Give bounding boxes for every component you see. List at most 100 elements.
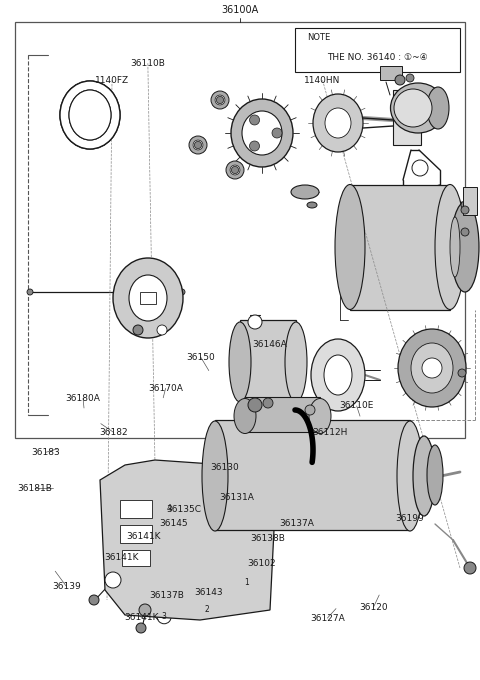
Ellipse shape [215, 95, 225, 105]
Circle shape [162, 502, 177, 515]
Text: 36137B: 36137B [150, 591, 184, 600]
Ellipse shape [398, 329, 466, 407]
Ellipse shape [234, 398, 256, 434]
Circle shape [231, 167, 239, 173]
Circle shape [422, 358, 442, 378]
Text: THE NO. 36140 : ①~④: THE NO. 36140 : ①~④ [327, 54, 428, 63]
Text: 36146A: 36146A [252, 340, 287, 350]
Text: 36102: 36102 [248, 558, 276, 568]
Ellipse shape [291, 185, 319, 199]
Bar [122, 550, 150, 566]
Text: 36127A: 36127A [310, 613, 345, 623]
Text: 1140HN: 1140HN [304, 75, 341, 85]
Text: 36199: 36199 [395, 514, 424, 524]
Ellipse shape [313, 94, 363, 152]
Circle shape [179, 289, 185, 295]
Text: 36130: 36130 [211, 462, 240, 472]
Ellipse shape [435, 184, 465, 309]
Ellipse shape [391, 83, 445, 133]
Ellipse shape [394, 89, 432, 127]
Text: 1140FZ: 1140FZ [95, 75, 129, 85]
Text: 36137A: 36137A [279, 519, 314, 528]
Bar [120, 500, 152, 518]
Text: 36131A: 36131A [219, 492, 254, 502]
Ellipse shape [427, 87, 449, 129]
Circle shape [105, 572, 121, 588]
Bar [295, 28, 460, 72]
Bar [380, 66, 402, 80]
Polygon shape [100, 460, 275, 620]
Bar [350, 185, 450, 310]
Bar [393, 90, 421, 145]
Circle shape [248, 315, 262, 329]
Circle shape [458, 369, 466, 377]
Ellipse shape [451, 202, 479, 292]
Ellipse shape [202, 421, 228, 531]
Circle shape [27, 289, 33, 295]
Ellipse shape [309, 398, 331, 434]
Circle shape [263, 398, 273, 408]
Circle shape [200, 603, 215, 617]
Ellipse shape [285, 322, 307, 402]
Text: 3: 3 [162, 612, 167, 622]
Ellipse shape [335, 184, 365, 309]
Circle shape [272, 128, 282, 138]
Circle shape [305, 405, 315, 415]
Text: NOTE: NOTE [307, 33, 330, 42]
Ellipse shape [60, 81, 120, 149]
Bar [463, 187, 477, 215]
Text: 36138B: 36138B [251, 534, 285, 543]
Ellipse shape [129, 275, 167, 321]
Bar [120, 525, 152, 543]
Circle shape [464, 562, 476, 574]
Ellipse shape [211, 91, 229, 109]
Text: 36139: 36139 [52, 581, 81, 591]
Ellipse shape [311, 339, 365, 411]
Bar [15, 22, 465, 438]
Text: 36141K: 36141K [126, 532, 160, 541]
Ellipse shape [450, 217, 460, 277]
Ellipse shape [60, 81, 120, 149]
Circle shape [136, 623, 146, 633]
Text: 36135C: 36135C [166, 505, 201, 514]
Ellipse shape [113, 258, 183, 338]
Circle shape [89, 595, 99, 605]
Text: 36170A: 36170A [148, 384, 183, 393]
Ellipse shape [242, 111, 282, 155]
Circle shape [395, 75, 405, 85]
Ellipse shape [413, 436, 435, 516]
Circle shape [461, 201, 469, 209]
Circle shape [133, 325, 143, 335]
Ellipse shape [193, 140, 203, 150]
Circle shape [412, 160, 428, 176]
Circle shape [461, 228, 469, 236]
Text: 2: 2 [205, 605, 210, 615]
Ellipse shape [229, 322, 251, 402]
Ellipse shape [324, 355, 352, 395]
Ellipse shape [307, 202, 317, 208]
Circle shape [157, 610, 171, 624]
Ellipse shape [230, 165, 240, 175]
Text: 36110B: 36110B [131, 58, 165, 68]
Circle shape [216, 97, 224, 103]
Circle shape [139, 604, 151, 616]
Circle shape [250, 115, 260, 125]
Ellipse shape [397, 421, 423, 531]
Circle shape [250, 141, 260, 151]
Bar [140, 292, 156, 304]
Circle shape [461, 206, 469, 214]
Text: 4: 4 [167, 504, 172, 513]
Ellipse shape [69, 90, 111, 140]
Text: 36180A: 36180A [66, 394, 100, 403]
Text: 36112H: 36112H [312, 428, 348, 437]
Circle shape [406, 74, 414, 82]
Ellipse shape [69, 90, 111, 140]
Text: 36141K: 36141K [124, 613, 159, 622]
Text: 36181B: 36181B [17, 483, 52, 493]
Ellipse shape [325, 108, 351, 138]
Circle shape [157, 325, 167, 335]
Ellipse shape [189, 136, 207, 154]
Text: 36182: 36182 [99, 428, 128, 437]
Text: 1: 1 [244, 577, 249, 587]
Text: 36120: 36120 [359, 602, 388, 612]
